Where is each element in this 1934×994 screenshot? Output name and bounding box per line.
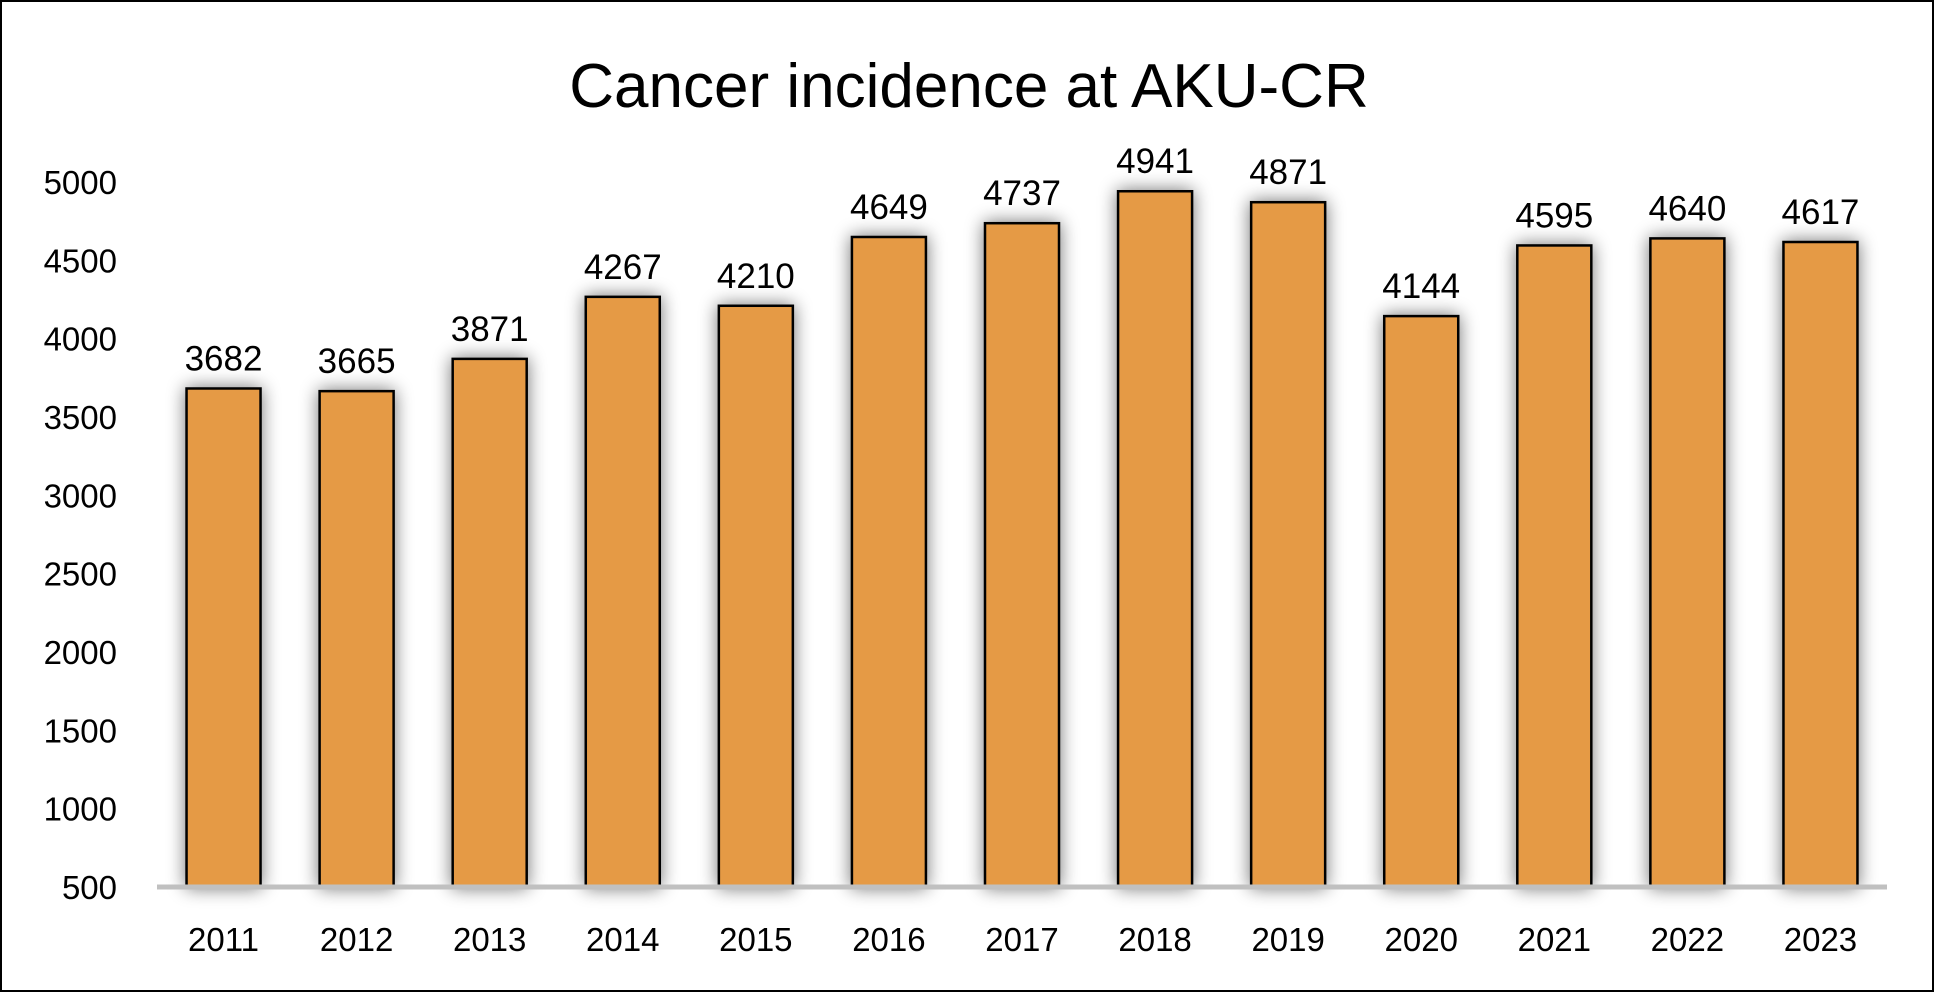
x-tick-label-2023: 2023 (1784, 921, 1857, 958)
x-tick-label-2020: 2020 (1385, 921, 1458, 958)
data-label-2021: 4595 (1515, 196, 1593, 235)
x-tick-label-2021: 2021 (1518, 921, 1591, 958)
bar-2018 (1116, 189, 1194, 889)
data-label-2011: 3682 (185, 339, 263, 378)
data-labels-group: 3682 3665 3871 4267 4210 4649 4737 4941 4871 4144… (185, 142, 1860, 381)
bar-2011 (185, 387, 262, 889)
bar-2014 (584, 295, 662, 889)
y-axis-ticks: 500 1000 1500 2000 2500 3000 3500 4000 4500 5000 (44, 164, 117, 906)
data-label-2017: 4737 (983, 174, 1061, 213)
y-tick-label: 1500 (44, 712, 117, 749)
y-tick-label: 500 (62, 869, 117, 906)
bar-2019 (1249, 200, 1327, 889)
data-label-2020: 4144 (1382, 267, 1460, 306)
x-tick-label-2017: 2017 (985, 921, 1058, 958)
bar-2016 (850, 235, 928, 889)
data-label-2013: 3871 (451, 310, 529, 349)
y-tick-label: 3000 (44, 477, 117, 514)
bar-2020 (1382, 314, 1460, 889)
bar-2015 (717, 304, 795, 889)
x-tick-label-2011: 2011 (188, 921, 259, 958)
bar-2021 (1516, 244, 1593, 889)
y-tick-label: 2500 (44, 556, 117, 593)
data-label-2012: 3665 (318, 342, 396, 381)
y-tick-label: 4000 (44, 321, 117, 358)
data-label-2023: 4617 (1782, 193, 1860, 232)
bars-group (185, 189, 1859, 889)
x-tick-label-2018: 2018 (1118, 921, 1191, 958)
bar-2023 (1782, 240, 1859, 889)
x-tick-label-2019: 2019 (1251, 921, 1324, 958)
x-tick-label-2015: 2015 (719, 921, 792, 958)
x-tick-label-2014: 2014 (586, 921, 659, 958)
y-tick-label: 4500 (44, 242, 117, 279)
bar-2013 (451, 357, 528, 889)
bar-2017 (983, 221, 1061, 889)
data-label-2018: 4941 (1116, 142, 1194, 181)
chart-title: Cancer incidence at AKU-CR (569, 52, 1368, 121)
bar-2012 (318, 389, 395, 889)
data-label-2014: 4267 (584, 248, 662, 287)
y-tick-label: 5000 (44, 164, 117, 201)
y-tick-label: 3500 (44, 399, 117, 436)
x-axis-ticks: 2011 2012 2013 2014 2015 2016 2017 2018 2019 2020… (188, 921, 1857, 958)
data-label-2019: 4871 (1249, 153, 1327, 192)
y-tick-label: 1000 (44, 791, 117, 828)
x-tick-label-2016: 2016 (852, 921, 925, 958)
bar-2022 (1649, 237, 1726, 889)
x-tick-label-2012: 2012 (320, 921, 393, 958)
data-label-2015: 4210 (717, 257, 795, 296)
x-tick-label-2013: 2013 (453, 921, 526, 958)
y-tick-label: 2000 (44, 634, 117, 671)
x-tick-label-2022: 2022 (1651, 921, 1724, 958)
data-label-2022: 4640 (1648, 189, 1726, 228)
data-label-2016: 4649 (850, 188, 928, 227)
